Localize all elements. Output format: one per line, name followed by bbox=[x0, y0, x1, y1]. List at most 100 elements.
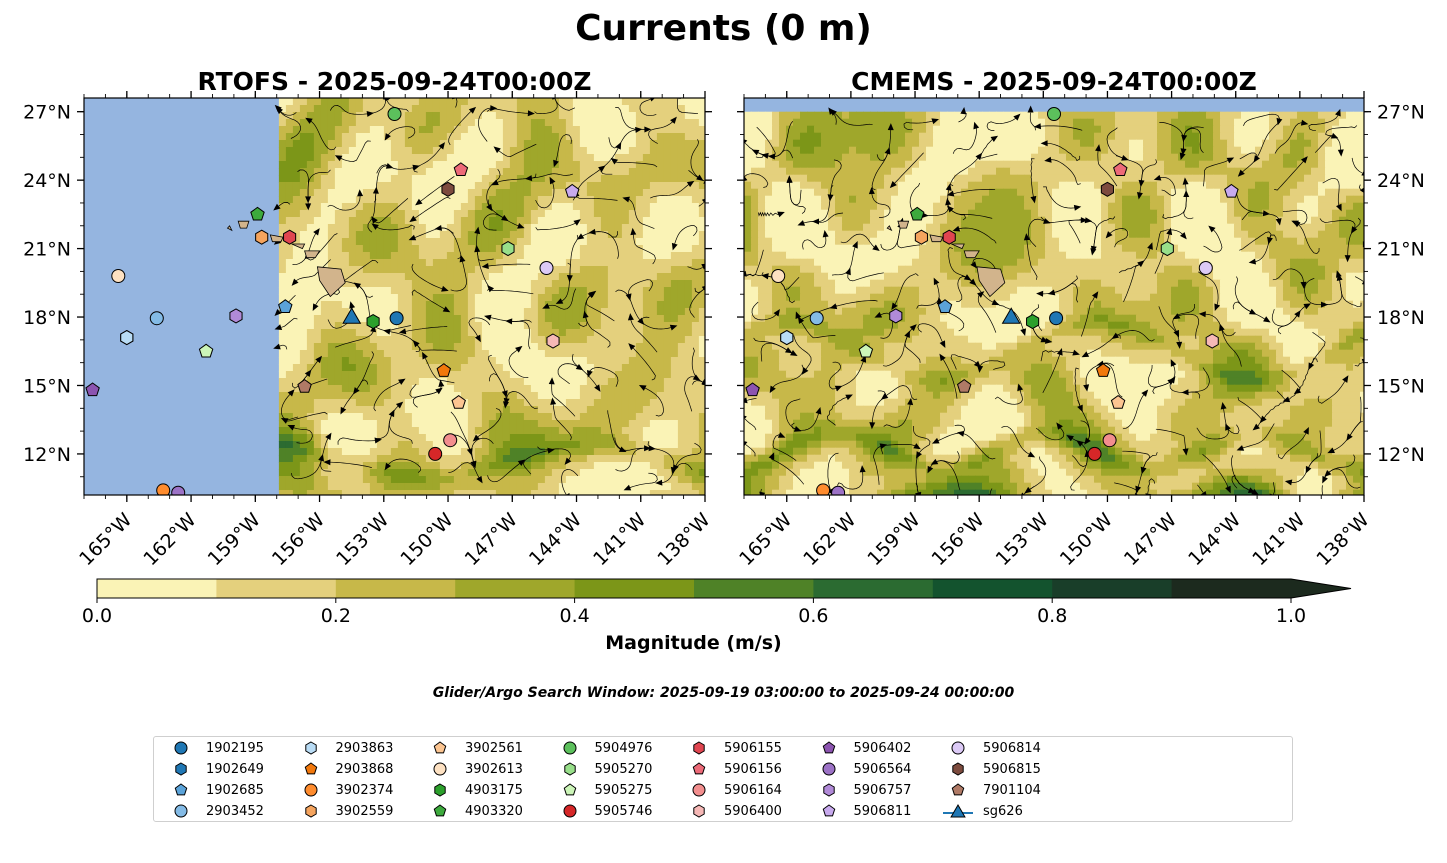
hexagon-marker-icon bbox=[693, 741, 705, 755]
colorbar-tick-label: 0.8 bbox=[1037, 605, 1067, 627]
float-5906811-marker bbox=[1224, 183, 1239, 198]
legend-label: 1902195 bbox=[206, 740, 264, 756]
colorbar-label: Magnitude (m/s) bbox=[605, 632, 782, 654]
legend-item-3902374: 3902374 bbox=[294, 780, 394, 800]
float-5906156-marker bbox=[1113, 162, 1128, 177]
y-tick-label: 15°N bbox=[1377, 375, 1425, 397]
float-5906400-marker bbox=[1205, 333, 1219, 349]
legend: 1902195 1902649 1902685 2903452 2903863 29038… bbox=[153, 736, 1293, 822]
legend-label: 1902649 bbox=[206, 761, 264, 777]
colorbar-tick-label: 0.2 bbox=[321, 605, 351, 627]
pentagon-marker-icon bbox=[692, 762, 706, 775]
glider-sg626-marker bbox=[342, 307, 362, 324]
float-1902195-marker bbox=[389, 311, 404, 326]
legend-item-5905270: 5905270 bbox=[553, 759, 653, 779]
float-2903863-marker bbox=[120, 330, 134, 346]
legend-item-5906564: 5906564 bbox=[812, 759, 912, 779]
float-2903452-marker bbox=[809, 311, 824, 326]
x-tick-label: 144°W bbox=[525, 509, 586, 570]
colorbar-segment bbox=[813, 579, 934, 598]
search-window-caption: Glider/Argo Search Window: 2025-09-19 03… bbox=[432, 685, 1015, 701]
float-7901104-marker bbox=[956, 378, 972, 393]
float-5905746-marker bbox=[428, 446, 443, 461]
float-5906155-marker bbox=[942, 229, 956, 245]
legend-label: 5906155 bbox=[724, 740, 782, 756]
colorbar-outline bbox=[96, 578, 1352, 599]
circle-marker-icon bbox=[562, 741, 577, 755]
float-5906164-marker bbox=[1102, 433, 1117, 448]
y-tick-label: 15°N bbox=[23, 375, 71, 397]
x-tick-label: 156°W bbox=[268, 509, 329, 570]
panel-title-rtofs: RTOFS - 2025-09-24T00:00Z bbox=[198, 67, 592, 96]
legend-label: 3902374 bbox=[335, 782, 394, 798]
hexagon-marker-icon bbox=[304, 804, 317, 818]
legend-label: 5906811 bbox=[853, 803, 912, 819]
x-tick-label: 147°W bbox=[1120, 509, 1181, 570]
x-tick-label: 162°W bbox=[799, 509, 860, 570]
y-tick-label: 18°N bbox=[23, 307, 71, 329]
legend-label: 5905270 bbox=[594, 761, 653, 777]
legend-label: 5905275 bbox=[594, 782, 653, 798]
pentagon-marker-icon bbox=[304, 762, 317, 775]
colorbar-segment bbox=[1171, 579, 1292, 598]
float-5906155-marker bbox=[283, 229, 297, 245]
float-4903175-marker bbox=[366, 314, 380, 330]
colorbar-segment bbox=[1052, 579, 1173, 598]
legend-item-5906815: 5906815 bbox=[941, 759, 1041, 779]
legend-label: 5906402 bbox=[853, 740, 912, 756]
legend-item-5906156: 5906156 bbox=[682, 759, 782, 779]
legend-item-2903863: 2903863 bbox=[294, 738, 393, 758]
magnitude-field bbox=[744, 111, 1364, 495]
magnitude-field bbox=[278, 98, 705, 495]
hexagon-marker-icon bbox=[952, 762, 964, 776]
colorbar-tick-label: 0.6 bbox=[798, 605, 828, 627]
colorbar-segment bbox=[97, 579, 217, 598]
float-4903320-marker bbox=[909, 206, 925, 221]
float-5904976-marker bbox=[1046, 107, 1062, 121]
legend-label: 5905746 bbox=[594, 803, 653, 819]
float-5906814-marker bbox=[1198, 261, 1213, 275]
circle-marker-icon bbox=[174, 804, 188, 818]
float-5906564-marker bbox=[171, 485, 186, 495]
float-5906156-marker bbox=[453, 162, 469, 177]
legend-item-5906402: 5906402 bbox=[812, 738, 912, 758]
float-5906757-marker bbox=[229, 308, 243, 324]
legend-label: 3902559 bbox=[335, 803, 394, 819]
legend-label: 4903320 bbox=[465, 803, 523, 819]
pentagon-marker-icon bbox=[174, 783, 188, 796]
hawaiian-islands bbox=[886, 220, 1006, 298]
legend-label: 3902613 bbox=[465, 761, 523, 777]
colorbar-tick-label: 0.0 bbox=[82, 605, 112, 627]
float-5905270-marker bbox=[501, 241, 515, 257]
legend-label: 5906564 bbox=[853, 761, 912, 777]
x-tick-label: 165°W bbox=[735, 509, 796, 570]
x-tick-label: 141°W bbox=[589, 509, 650, 570]
colorbar-segment bbox=[455, 579, 576, 598]
legend-item-4903320: 4903320 bbox=[423, 801, 523, 821]
float-5906564-marker bbox=[831, 485, 846, 495]
x-tick-label: 141°W bbox=[1248, 509, 1309, 570]
map-panel-cmems: 165°W 162°W 159°W 156°W 153°W 150°W 147°W 144°W… bbox=[735, 67, 1425, 570]
legend-label: 7901104 bbox=[983, 782, 1041, 798]
colorbar-segment bbox=[216, 579, 337, 598]
circle-marker-icon bbox=[692, 783, 706, 797]
figure-title: Currents (0 m) bbox=[575, 8, 872, 49]
float-5906815-marker bbox=[441, 181, 455, 197]
legend-label: sg626 bbox=[983, 803, 1023, 819]
pentagon-marker-icon bbox=[951, 783, 965, 796]
x-tick-label: 150°W bbox=[396, 509, 457, 570]
y-tick-label: 12°N bbox=[23, 444, 71, 466]
legend-label: 5906156 bbox=[724, 761, 782, 777]
circle-marker-icon bbox=[303, 783, 318, 797]
float-5905746-marker bbox=[1087, 446, 1102, 461]
x-tick-label: 165°W bbox=[75, 509, 136, 570]
hexagon-marker-icon bbox=[434, 783, 446, 797]
float-3902374-marker bbox=[156, 483, 171, 495]
pentagon-marker-icon bbox=[433, 741, 447, 754]
x-tick-label: 138°W bbox=[653, 509, 714, 570]
streamlines bbox=[273, 98, 705, 495]
legend-label: 1902685 bbox=[206, 782, 264, 798]
legend-item-1902195: 1902195 bbox=[164, 738, 264, 758]
circle-marker-icon bbox=[433, 762, 447, 776]
